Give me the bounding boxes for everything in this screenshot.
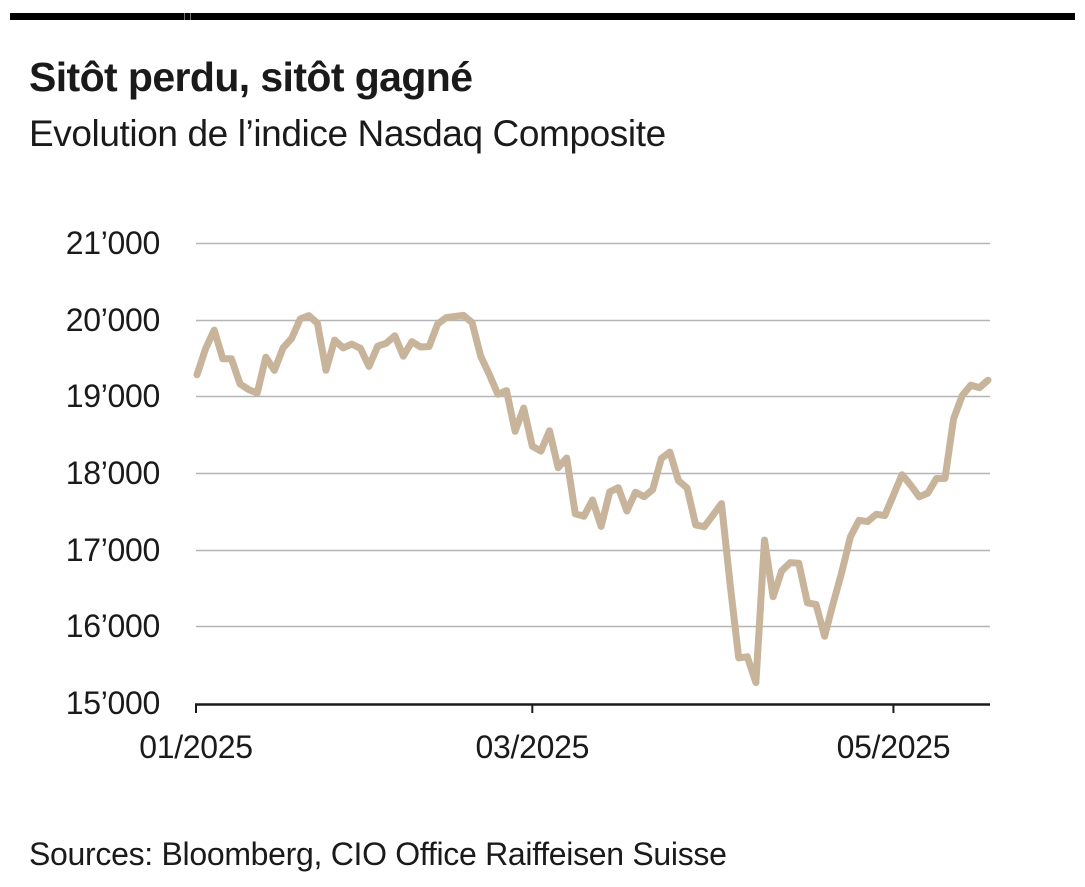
y-axis-label: 19’000: [65, 378, 161, 415]
top-bar-notch: [190, 13, 191, 20]
y-axis-label: 16’000: [65, 608, 161, 645]
y-axis-label: 20’000: [65, 301, 161, 338]
y-axis-label: 21’000: [65, 225, 161, 261]
x-axis-label: 01/2025: [139, 729, 253, 765]
y-axis-label: 15’000: [65, 685, 161, 721]
y-axis-label: 18’000: [65, 455, 161, 491]
chart-subtitle: Evolution de l’indice Nasdaq Composite: [29, 113, 666, 154]
y-axis-label: 17’000: [65, 531, 161, 568]
x-axis-label: 05/2025: [836, 729, 951, 765]
chart-title: Sitôt perdu, sitôt gagné: [29, 54, 473, 100]
sources-note: Sources: Bloomberg, CIO Office Raiffeise…: [29, 836, 727, 872]
top-divider-bar: [10, 13, 1075, 20]
x-axis-label: 03/2025: [475, 729, 590, 765]
top-bar-notch: [184, 13, 185, 20]
nasdaq-series-line: [193, 311, 992, 686]
